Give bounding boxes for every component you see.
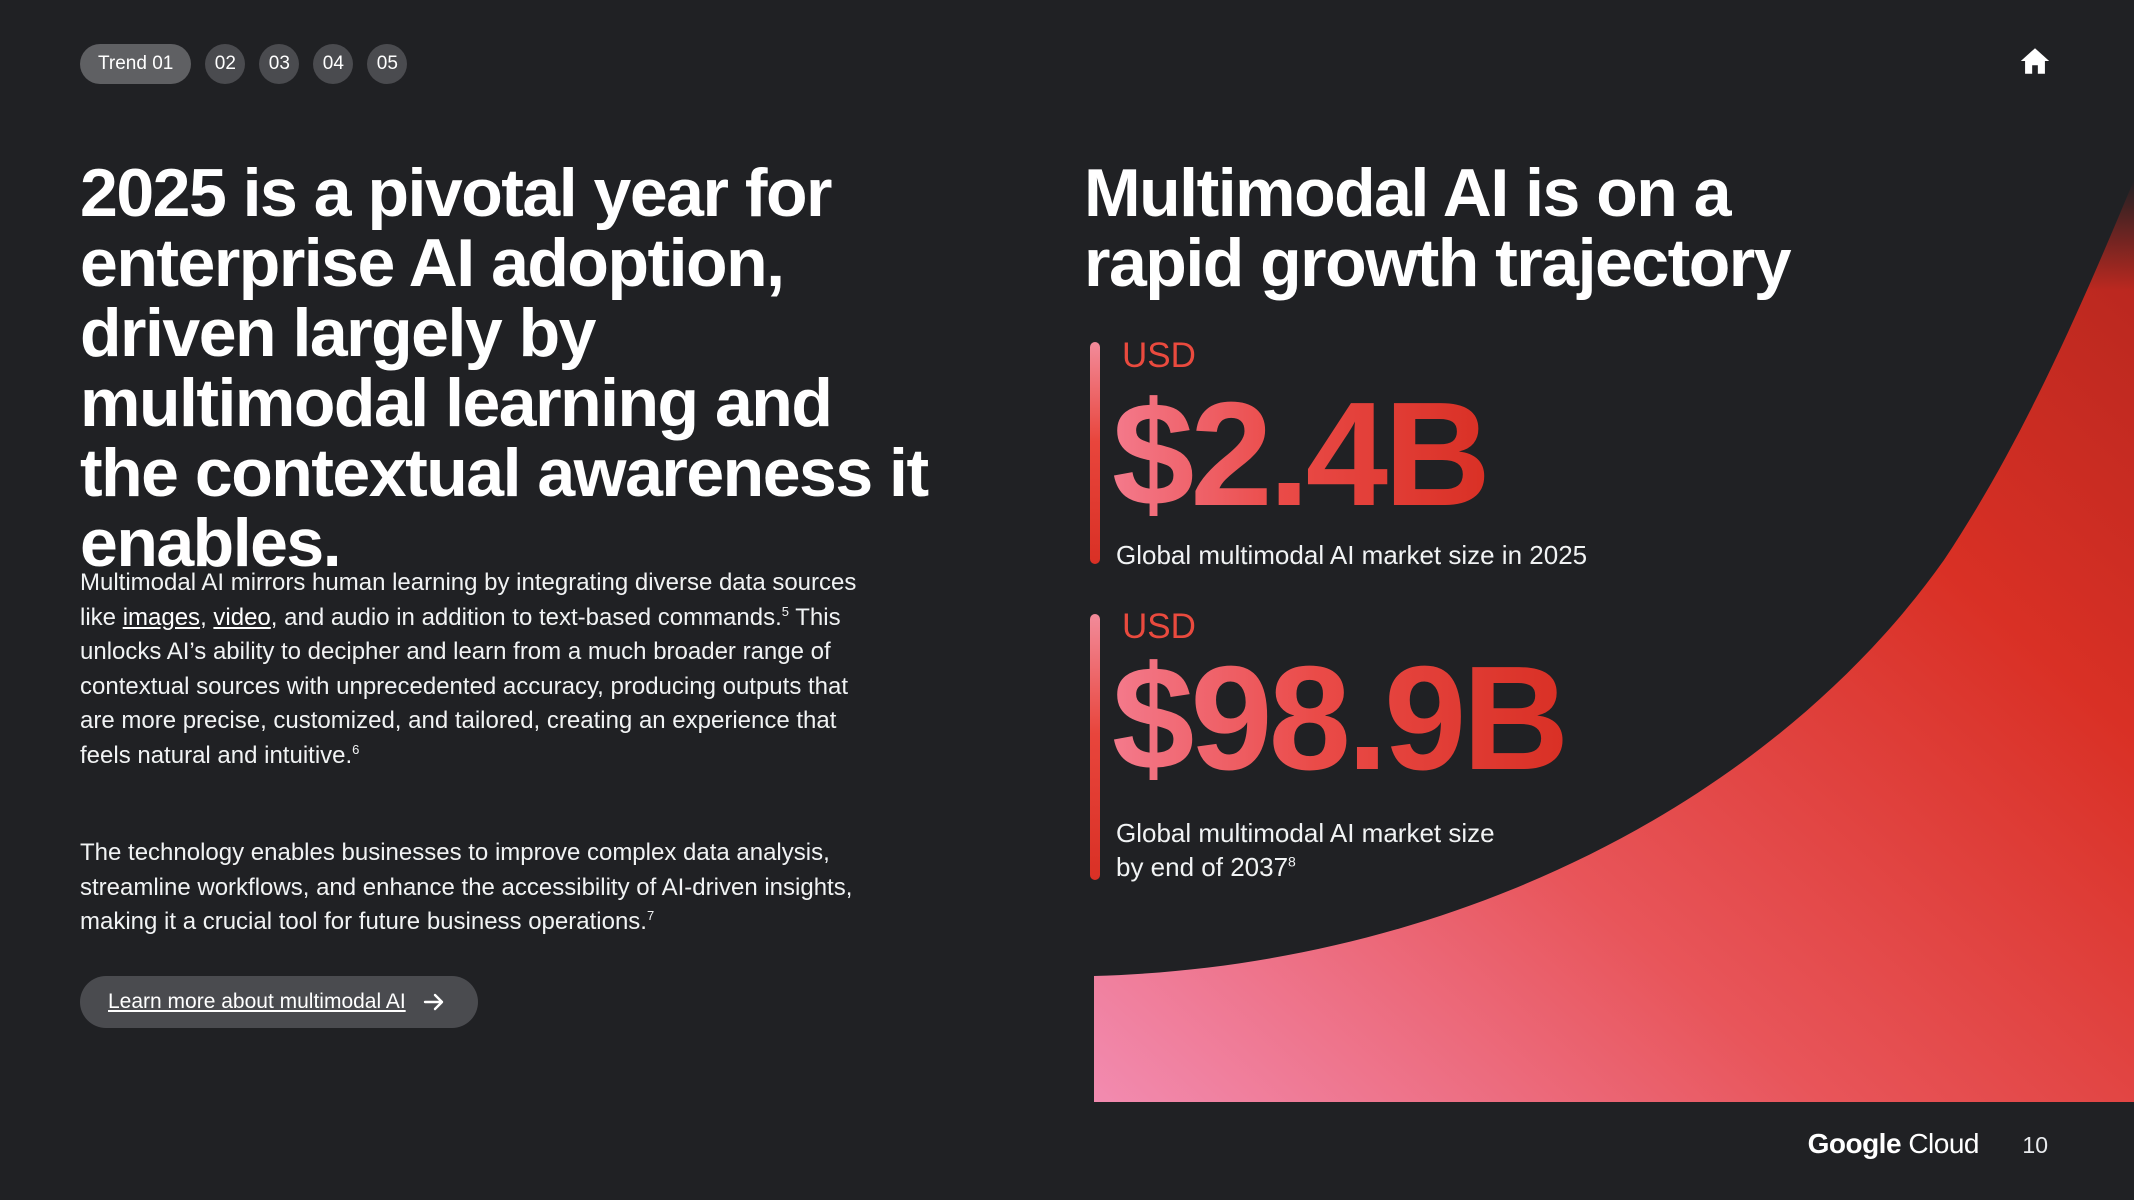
footnote-8: 8 (1288, 853, 1296, 870)
p1-text-4: This unlocks AI’s ability to decipher an… (80, 603, 849, 769)
images-link[interactable]: images (122, 603, 201, 631)
body-paragraph-2: The technology enables businesses to imp… (80, 836, 860, 940)
nav-trend-05[interactable]: 05 (367, 44, 408, 84)
stat-accent-bar-1 (1090, 342, 1100, 564)
home-icon[interactable] (2018, 44, 2052, 78)
stat1-value: $2.4B (1112, 372, 1491, 537)
google-cloud-logo: Google Cloud (1807, 1128, 1980, 1160)
footnote-5: 5 (781, 603, 789, 619)
p1-text-1: Multimodal AI mirrors human learning by … (80, 569, 857, 631)
growth-curve-graphic (1094, 180, 2134, 1102)
body-paragraph-1: Multimodal AI mirrors human learning by … (80, 566, 860, 773)
page-number: 10 (2022, 1132, 2048, 1158)
nav-trend-01[interactable]: Trend 01 (80, 44, 192, 84)
video-link[interactable]: video (213, 603, 271, 631)
stat-accent-bar-2 (1090, 614, 1100, 880)
main-headline: 2025 is a pivotal year for enterprise AI… (80, 155, 929, 581)
trend-nav: Trend 01 02 03 04 05 (80, 44, 408, 84)
right-title: Multimodal AI is on a rapid growth traje… (1084, 155, 1792, 301)
nav-trend-02[interactable]: 02 (205, 44, 246, 84)
stat2-value: $98.9B (1112, 636, 1569, 801)
nav-trend-03[interactable]: 03 (259, 44, 300, 84)
nav-trend-04[interactable]: 04 (313, 44, 354, 84)
stat2-caption-text: Global multimodal AI market size by end … (1116, 818, 1495, 882)
footnote-6: 6 (352, 741, 360, 757)
p2-text: The technology enables businesses to imp… (80, 839, 853, 935)
stat1-caption: Global multimodal AI market size in 2025 (1116, 540, 1588, 570)
p1-text-3: , and audio in addition to text-based co… (270, 603, 782, 631)
learn-more-button[interactable]: Learn more about multimodal AI (80, 976, 478, 1028)
brand-google: Google (1807, 1128, 1902, 1159)
learn-more-label: Learn more about multimodal AI (108, 990, 406, 1013)
stat2-currency: USD (1122, 607, 1196, 646)
brand-cloud: Cloud (1908, 1128, 1979, 1159)
p1-text-2: , (200, 603, 214, 631)
stat2-caption: Global multimodal AI market size by end … (1116, 816, 1516, 884)
footnote-7: 7 (646, 908, 655, 923)
stat1-currency: USD (1122, 336, 1196, 375)
arrow-right-icon (423, 993, 443, 1011)
